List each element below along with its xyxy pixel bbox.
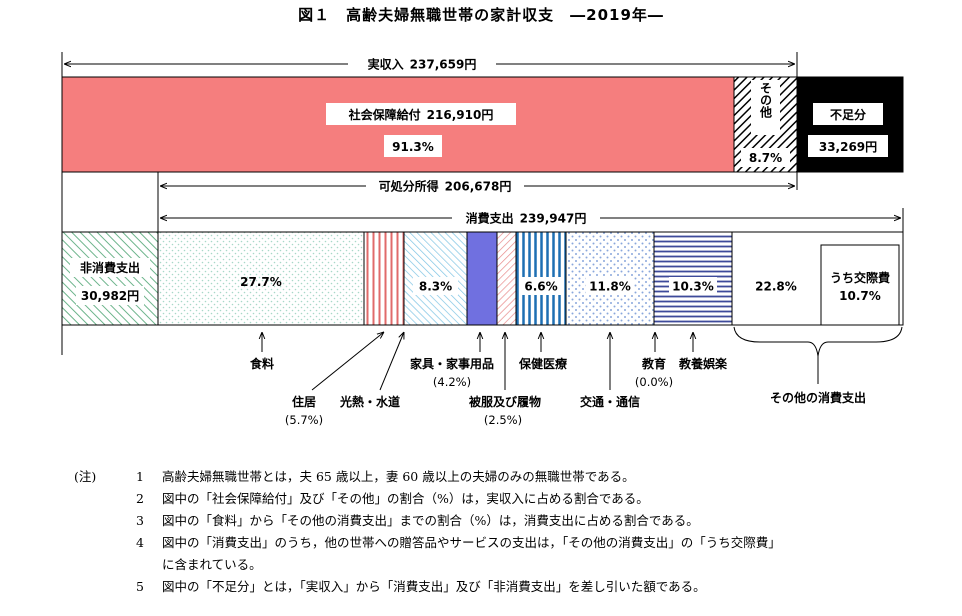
culture-label: 教養娯楽 — [678, 356, 728, 371]
shortfall-label: 不足分 — [830, 107, 866, 122]
medical-percent-box — [519, 277, 563, 295]
bar-furniture — [466, 231, 498, 326]
utilities-percent-box — [413, 277, 458, 295]
social-security-label: 社会保障給付 216,910円 — [348, 107, 494, 122]
income-label-bg — [348, 56, 496, 72]
income-other-label: その他 — [759, 82, 773, 119]
social-expense-label: うち交際費 — [830, 270, 890, 285]
callout-leaders — [262, 326, 903, 391]
transport-percent-box — [586, 277, 634, 295]
culture-percent: 10.3% — [672, 280, 714, 294]
other-consumption-label: その他の消費支出 — [770, 390, 866, 405]
social-security-percent: 91.3% — [392, 140, 434, 154]
non-consumption-label: 非消費支出 — [80, 260, 140, 275]
transport-label: 交通・通信 — [580, 394, 640, 409]
social-security-percent-box — [384, 135, 442, 157]
culture-percent-box — [669, 277, 717, 295]
other-consumption-brace — [733, 326, 903, 357]
consumption-label: 消費支出 239,947円 — [466, 211, 587, 226]
notes-prefix: (注) — [74, 469, 97, 484]
note-number: 1 — [136, 469, 144, 484]
note-number: 2 — [136, 491, 144, 506]
note-text: 図中の「食料」から「その他の消費支出」までの割合（%）は，消費支出に占める割合で… — [162, 513, 699, 528]
bar-social-expense — [820, 244, 900, 326]
bar-non-consumption — [61, 231, 159, 326]
medical-percent: 6.6% — [524, 280, 557, 294]
income-other-percent: 8.7% — [749, 151, 782, 165]
housing-leader — [311, 332, 384, 391]
page-title: 図１ 高齢夫婦無職世帯の家計収支 ―2019年― — [298, 6, 664, 24]
note-text: に含まれている。 — [162, 557, 262, 572]
clothing-percent: (2.5%) — [484, 413, 522, 427]
non-consumption-label-box — [70, 258, 150, 277]
medical-label: 保健医療 — [518, 356, 567, 371]
income-other-label-box — [751, 80, 780, 135]
note-text: 高齢夫婦無職世帯とは，夫 65 歳以上，妻 60 歳以上の夫婦のみの無職世帯であ… — [162, 469, 635, 484]
utilities-leader — [379, 332, 404, 391]
education-percent: (0.0%) — [635, 375, 673, 389]
shortfall-amount-box — [808, 135, 888, 157]
furniture-label: 家具・家事用品 — [410, 356, 494, 371]
shortfall-amount: 33,269円 — [819, 140, 877, 154]
non-consumption-value-box — [76, 286, 144, 305]
housing-percent: (5.7%) — [285, 413, 323, 427]
note-number: 3 — [136, 513, 144, 528]
utilities-percent: 8.3% — [419, 280, 452, 294]
food-label: 食料 — [249, 356, 274, 371]
income-label: 実収入 237,659円 — [368, 57, 477, 72]
social-security-label-box — [326, 103, 516, 125]
utilities-label: 光熱・水道 — [339, 394, 400, 409]
other-consumption-percent: 22.8% — [755, 280, 797, 294]
education-label: 教育 — [641, 356, 666, 371]
note-number: 4 — [136, 535, 144, 550]
disposable-label-bg — [366, 178, 524, 194]
bar-clothing — [496, 231, 517, 326]
housing-label: 住居 — [292, 394, 316, 409]
expenditure-bar — [61, 231, 904, 326]
disposable-label: 可処分所得 206,678円 — [379, 179, 512, 194]
note-text: 図中の「消費支出」のうち，他の世帯への贈答品やサービスの支出は，「その他の消費支… — [162, 535, 781, 550]
note-text: 図中の「不足分」とは，「実収入」から「消費支出」及び「非消費支出」を差し引いた額… — [162, 579, 706, 594]
bar-food — [157, 231, 365, 326]
bar-housing — [363, 231, 405, 326]
transport-percent: 11.8% — [589, 280, 631, 294]
furniture-percent: (4.2%) — [433, 375, 471, 389]
non-consumption-value: 30,982円 — [81, 289, 139, 303]
income-other-percent-box — [741, 148, 790, 167]
shortfall-label-box — [813, 103, 883, 125]
clothing-label: 被服及び履物 — [469, 394, 541, 409]
note-number: 5 — [136, 579, 144, 594]
food-percent: 27.7% — [240, 275, 282, 289]
note-text: 図中の「社会保障給付」及び「その他」の割合（%）は，実収入に占める割合である。 — [162, 491, 649, 506]
consumption-label-bg — [452, 210, 600, 226]
social-expense-percent: 10.7% — [839, 289, 881, 303]
